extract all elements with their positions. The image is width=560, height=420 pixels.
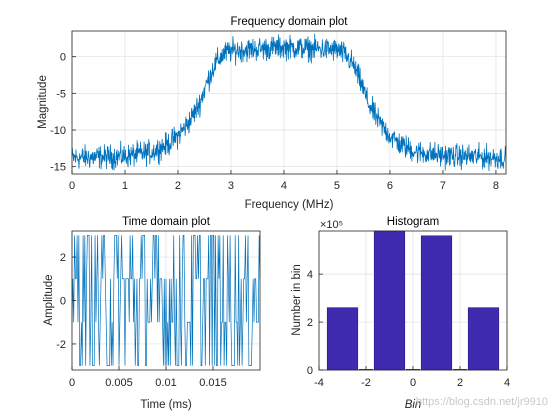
freq-axes-frame <box>71 30 507 175</box>
hist-bar <box>467 307 500 371</box>
freq-xtick-label: 3 <box>228 180 234 192</box>
hist-xtick-label: -4 <box>314 377 324 389</box>
time-domain-plot: Time domain plot 0 0.005 0.01 0.015 2 0 -2 Ti… <box>43 216 261 411</box>
freq-grid <box>71 31 506 174</box>
freq-ylabel: Magnitude <box>37 75 49 129</box>
freq-xlabel: Frequency (MHz) <box>245 199 334 211</box>
time-xtick-label: 0.015 <box>199 377 227 389</box>
time-y-ticks: 2 0 -2 <box>56 252 76 351</box>
histogram-plot: Histogram ×10⁵ -4 -2 0 2 4 4 2 0 Bin Number in… <box>291 216 510 411</box>
time-xtick-label: 0.01 <box>155 377 176 389</box>
freq-series <box>71 33 507 171</box>
hist-bar <box>373 230 406 371</box>
freq-xtick-label: 4 <box>281 180 287 192</box>
freq-ytick-label: -10 <box>50 125 66 137</box>
freq-x-ticks: 0 1 2 3 4 5 6 7 8 <box>69 170 499 192</box>
time-ytick-label: 2 <box>60 252 66 264</box>
hist-xtick-label: -2 <box>361 377 371 389</box>
freq-ytick-label: -5 <box>56 88 66 100</box>
hist-exponent-label: ×10⁵ <box>320 219 343 231</box>
hist-bar <box>420 235 453 371</box>
freq-xtick-label: 5 <box>334 180 340 192</box>
hist-y-ticks: 4 2 0 <box>307 269 323 377</box>
freq-xtick-label: 8 <box>493 180 499 192</box>
hist-ylabel: Number in bin <box>291 264 303 336</box>
time-x-ticks: 0 0.005 0.01 0.015 <box>69 366 227 389</box>
hist-ytick-label: 0 <box>307 365 313 377</box>
freq-xtick-label: 1 <box>122 180 128 192</box>
time-xlabel: Time (ms) <box>140 399 191 411</box>
freq-ytick-label: 0 <box>60 52 66 64</box>
freq-xtick-label: 2 <box>175 180 181 192</box>
hist-xtick-label: 2 <box>457 377 463 389</box>
hist-ytick-label: 2 <box>307 317 313 329</box>
time-xtick-label: 0.005 <box>105 377 133 389</box>
frequency-domain-plot: Frequency domain plot 0 1 2 3 4 5 6 7 8 0 -5 -10 -1… <box>37 16 507 211</box>
hist-xlabel: Bin <box>405 399 422 411</box>
freq-y-ticks: 0 -5 -10 -15 <box>50 52 76 174</box>
watermark: https://blog.csdn.net/jr9910 <box>416 396 548 408</box>
freq-xtick-label: 6 <box>387 180 393 192</box>
time-xtick-label: 0 <box>69 377 75 389</box>
hist-bar <box>326 307 359 371</box>
freq-ytick-label: -15 <box>50 162 66 174</box>
freq-xtick-label: 7 <box>440 180 446 192</box>
time-title: Time domain plot <box>122 216 211 228</box>
hist-xtick-label: 4 <box>504 377 510 389</box>
time-ytick-label: -2 <box>56 339 66 351</box>
freq-xtick-label: 0 <box>69 180 75 192</box>
freq-title: Frequency domain plot <box>231 16 349 28</box>
hist-ytick-label: 4 <box>307 269 313 281</box>
time-ylabel: Amplitude <box>43 274 55 325</box>
time-amplitude-line <box>71 234 261 367</box>
hist-title: Histogram <box>387 216 439 228</box>
hist-x-ticks: -4 -2 0 2 4 <box>314 366 510 389</box>
freq-magnitude-line <box>71 33 507 171</box>
time-series <box>71 234 261 367</box>
time-ytick-label: 0 <box>60 296 66 308</box>
hist-xtick-label: 0 <box>410 377 416 389</box>
